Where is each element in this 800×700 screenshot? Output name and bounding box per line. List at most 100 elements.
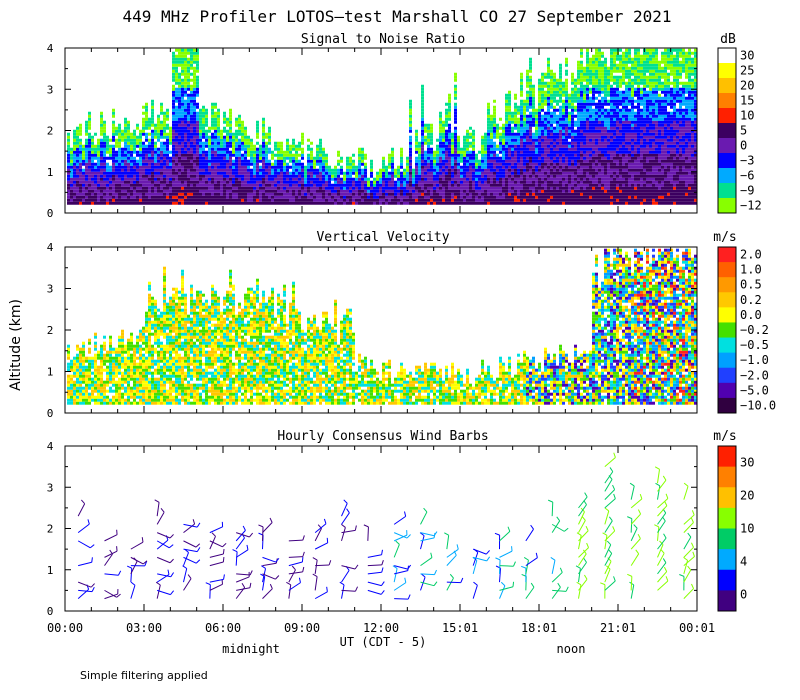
- snr-cell: [568, 132, 571, 136]
- snr-cell: [319, 153, 322, 157]
- snr-cell: [73, 162, 76, 166]
- snr-cell: [238, 129, 241, 133]
- snr-cell: [157, 120, 160, 124]
- snr-cell: [190, 108, 193, 112]
- snr-cell: [121, 132, 124, 136]
- snr-cell: [352, 177, 355, 181]
- snr-cell: [220, 162, 223, 166]
- snr-cell: [409, 201, 412, 205]
- snr-cell: [502, 126, 505, 130]
- snr-cell: [484, 162, 487, 166]
- snr-cell: [337, 198, 340, 202]
- snr-cell: [229, 150, 232, 154]
- snr-cell: [601, 63, 604, 67]
- snr-cell: [181, 90, 184, 94]
- snr-cell: [67, 177, 70, 181]
- snr-cell: [193, 111, 196, 115]
- snr-cell: [541, 132, 544, 136]
- snr-cell: [310, 177, 313, 181]
- snr-cell: [541, 168, 544, 172]
- snr-cell: [109, 192, 112, 196]
- snr-cell: [505, 192, 508, 196]
- snr-cell: [133, 129, 136, 133]
- snr-cell: [574, 138, 577, 142]
- snr-cell: [430, 150, 433, 154]
- snr-cell: [526, 192, 529, 196]
- snr-cell: [253, 201, 256, 205]
- snr-cell: [448, 183, 451, 187]
- snr-cell: [361, 195, 364, 199]
- snr-cell: [556, 153, 559, 157]
- snr-cell: [184, 132, 187, 136]
- snr-cell: [160, 132, 163, 136]
- snr-cell: [436, 201, 439, 205]
- snr-cell: [541, 180, 544, 184]
- snr-cell: [586, 66, 589, 70]
- snr-cell: [301, 171, 304, 175]
- snr-cell: [199, 129, 202, 133]
- snr-cell: [508, 153, 511, 157]
- snr-cell: [322, 195, 325, 199]
- snr-cell: [571, 72, 574, 76]
- snr-cell: [148, 156, 151, 160]
- snr-cell: [196, 171, 199, 175]
- snr-cell: [217, 171, 220, 175]
- snr-cell: [163, 180, 166, 184]
- snr-cell: [226, 153, 229, 157]
- snr-cell: [346, 183, 349, 187]
- snr-cell: [274, 189, 277, 193]
- snr-cell: [310, 195, 313, 199]
- snr-cell: [196, 48, 199, 52]
- snr-cell: [274, 147, 277, 151]
- snr-cell: [241, 171, 244, 175]
- snr-cell: [550, 150, 553, 154]
- snr-cell: [310, 165, 313, 169]
- snr-cell: [382, 189, 385, 193]
- snr-cell: [448, 153, 451, 157]
- snr-cell: [289, 180, 292, 184]
- snr-cell: [466, 159, 469, 163]
- snr-cell: [142, 126, 145, 130]
- snr-cell: [256, 162, 259, 166]
- snr-cell: [217, 165, 220, 169]
- snr-cell: [325, 177, 328, 181]
- snr-cell: [274, 174, 277, 178]
- snr-cell: [589, 117, 592, 121]
- snr-cell: [229, 129, 232, 133]
- snr-cell: [568, 99, 571, 103]
- snr-cell: [529, 126, 532, 130]
- snr-cell: [445, 171, 448, 175]
- snr-cell: [487, 174, 490, 178]
- snr-cell: [109, 138, 112, 142]
- snr-cell: [292, 168, 295, 172]
- snr-cell: [202, 201, 205, 205]
- snr-cell: [238, 159, 241, 163]
- snr-cell: [577, 123, 580, 127]
- snr-cell: [520, 183, 523, 187]
- snr-cell: [100, 147, 103, 151]
- snr-cell: [205, 168, 208, 172]
- snr-cell: [160, 168, 163, 172]
- snr-cell: [454, 174, 457, 178]
- snr-cell: [175, 177, 178, 181]
- snr-cell: [538, 129, 541, 133]
- snr-cell: [175, 120, 178, 124]
- snr-cell: [508, 141, 511, 145]
- snr-cell: [196, 141, 199, 145]
- snr-cell: [112, 144, 115, 148]
- snr-cell: [130, 171, 133, 175]
- snr-cell: [202, 141, 205, 145]
- snr-cell: [436, 168, 439, 172]
- snr-cell: [127, 126, 130, 130]
- snr-cell: [106, 144, 109, 148]
- snr-cell: [196, 51, 199, 55]
- snr-cell: [301, 147, 304, 151]
- snr-cell: [199, 174, 202, 178]
- snr-cell: [589, 126, 592, 130]
- snr-cell: [586, 201, 589, 205]
- snr-cell: [208, 201, 211, 205]
- snr-cell: [538, 192, 541, 196]
- snr-cell: [586, 105, 589, 109]
- snr-cell: [181, 51, 184, 55]
- snr-cell: [454, 153, 457, 157]
